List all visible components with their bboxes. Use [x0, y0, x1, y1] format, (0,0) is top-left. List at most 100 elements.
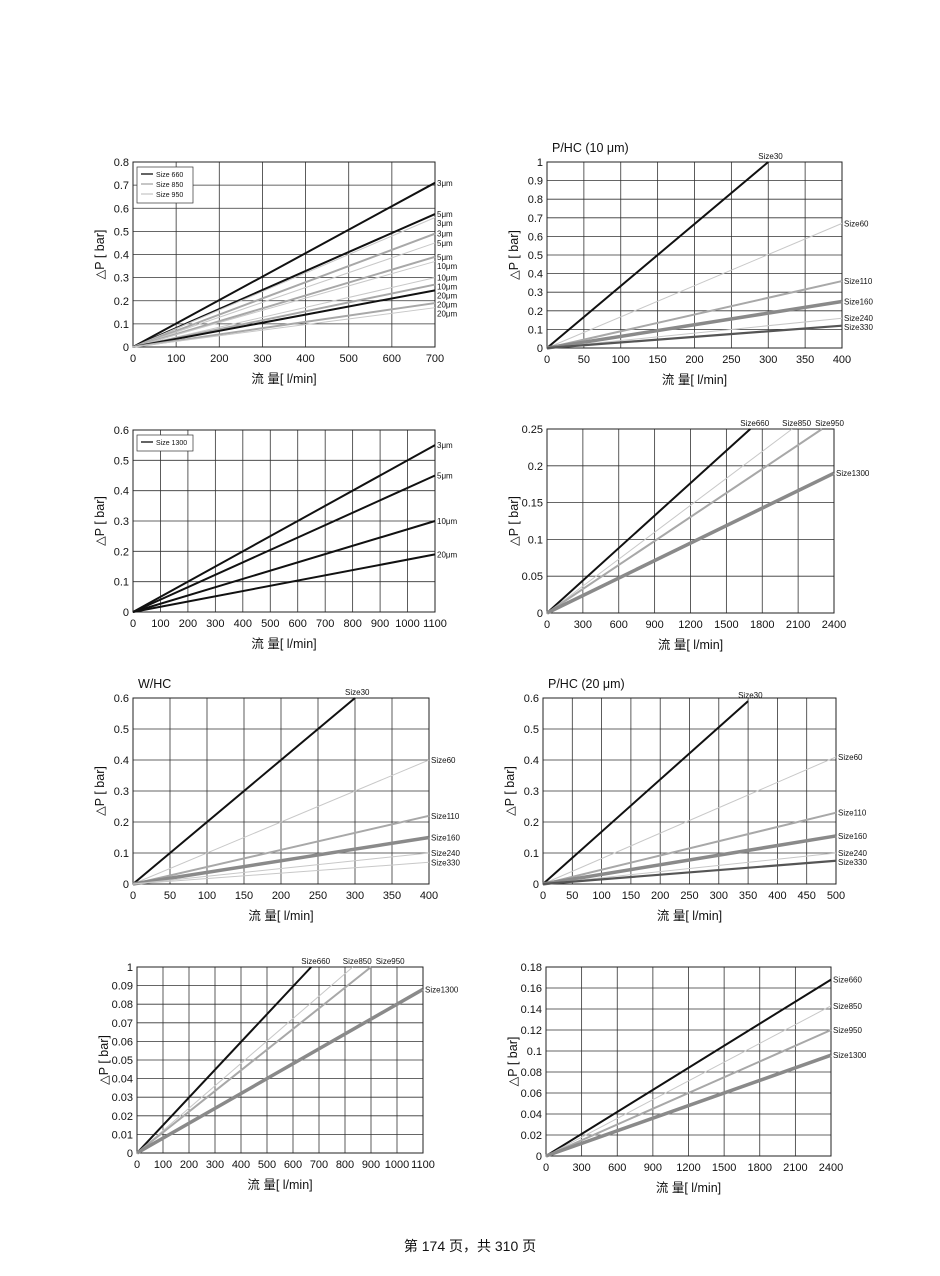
x-tick-label: 500 [261, 618, 279, 630]
series-line [546, 471, 835, 615]
x-tick-label: 700 [426, 353, 444, 365]
series-label: Size60 [838, 753, 863, 762]
x-tick-label: 300 [574, 619, 592, 631]
y-axis-label: △P [ bar] [506, 1037, 520, 1087]
x-tick-label: 400 [296, 353, 314, 365]
x-tick-label: 250 [680, 890, 698, 902]
y-tick-label: 0 [127, 1148, 133, 1160]
x-tick-label: 0 [134, 1159, 140, 1171]
series-label: Size30 [345, 688, 370, 697]
y-tick-label: 0.5 [524, 724, 539, 736]
y-tick-label: 0.6 [114, 693, 129, 705]
y-tick-label: 0.7 [114, 180, 129, 192]
x-tick-label: 600 [610, 619, 628, 631]
y-tick-label: 0.6 [114, 203, 129, 215]
series-line [132, 759, 430, 885]
x-tick-label: 500 [340, 353, 358, 365]
y-tick-label: 0.8 [114, 157, 129, 169]
x-tick-label: 400 [232, 1159, 250, 1171]
series-line [542, 852, 837, 885]
y-tick-label: 0.1 [528, 324, 543, 336]
y-tick-label: 0.04 [521, 1109, 542, 1121]
y-axis-label: △P [ bar] [507, 230, 521, 280]
series-label: Size950 [815, 419, 844, 428]
x-tick-label: 500 [258, 1159, 276, 1171]
plot-frame [132, 697, 430, 885]
x-tick-label: 2400 [819, 1162, 843, 1174]
y-tick-label: 0.6 [528, 231, 543, 243]
y-tick-label: 0.02 [112, 1111, 133, 1123]
x-tick-label: 1000 [395, 618, 419, 630]
series-label: Size30 [738, 691, 763, 700]
series-label: 10μm [437, 517, 458, 526]
y-tick-label: 0 [536, 1151, 542, 1163]
x-tick-label: 200 [210, 353, 228, 365]
y-tick-label: 0 [537, 343, 543, 355]
x-tick-label: 300 [346, 890, 364, 902]
series-line [132, 232, 436, 348]
series-label: 20μm [437, 310, 458, 319]
series-line [545, 1005, 832, 1157]
x-tick-label: 1100 [411, 1159, 435, 1171]
plot-frame [546, 428, 835, 614]
series-line [132, 307, 436, 348]
y-tick-label: 0.3 [114, 786, 129, 798]
series-line [546, 428, 751, 614]
x-tick-label: 250 [722, 354, 740, 366]
x-tick-label: 2100 [783, 1162, 807, 1174]
x-tick-label: 100 [154, 1159, 172, 1171]
series-line [132, 835, 430, 886]
x-tick-label: 300 [253, 353, 271, 365]
plot-frame [132, 161, 436, 348]
x-tick-label: 100 [198, 890, 216, 902]
y-tick-label: 0.3 [528, 287, 543, 299]
y-axis-label: △P [ bar] [97, 1035, 111, 1085]
series-line [546, 161, 769, 349]
series-label: Size60 [431, 756, 456, 765]
y-tick-label: 0.08 [112, 999, 133, 1011]
series-line [546, 280, 843, 349]
x-axis-label: 流 量[ l/min] [247, 1178, 312, 1192]
series-label: Size330 [431, 858, 460, 867]
x-tick-label: 200 [179, 618, 197, 630]
chart-title: P/HC (10 μm) [552, 141, 629, 155]
x-axis-label: 流 量[ l/min] [248, 909, 313, 923]
chart-title: W/HC [138, 677, 171, 691]
y-tick-label: 0.09 [112, 981, 133, 993]
x-tick-label: 150 [235, 890, 253, 902]
x-tick-label: 300 [206, 1159, 224, 1171]
x-tick-label: 2100 [786, 619, 810, 631]
legend-label: Size 950 [156, 192, 183, 199]
chart-3: 0 100 200 300 400 500 600 700 800 900 1000 1100 0 0.1… [93, 425, 458, 651]
y-tick-label: 0.4 [114, 250, 129, 262]
y-axis-label: △P [ bar] [503, 766, 517, 816]
series-line [545, 1029, 832, 1157]
series-line [132, 289, 436, 348]
x-tick-label: 700 [310, 1159, 328, 1171]
series-line [132, 242, 436, 348]
x-tick-label: 200 [272, 890, 290, 902]
series-line [136, 987, 424, 1155]
plot-frame [545, 966, 832, 1157]
x-tick-label: 200 [180, 1159, 198, 1171]
y-tick-label: 0.2 [114, 546, 129, 558]
series-label: 20μm [437, 301, 458, 310]
series-line [132, 814, 430, 885]
y-tick-label: 0.4 [528, 269, 543, 281]
series-line [132, 217, 436, 348]
x-tick-label: 100 [167, 353, 185, 365]
y-tick-label: 0.1 [114, 848, 129, 860]
y-tick-label: 0.03 [112, 1092, 133, 1104]
y-axis-label: △P [ bar] [93, 230, 107, 280]
y-tick-label: 1 [127, 962, 133, 974]
y-tick-label: 0.12 [521, 1025, 542, 1037]
series-label: 3μm [437, 441, 453, 450]
y-tick-label: 0.5 [114, 455, 129, 467]
series-label: Size240 [431, 849, 460, 858]
y-tick-label: 0.04 [112, 1074, 133, 1086]
x-tick-label: 400 [768, 890, 786, 902]
y-tick-label: 0 [123, 607, 129, 619]
series-label: Size240 [838, 849, 867, 858]
